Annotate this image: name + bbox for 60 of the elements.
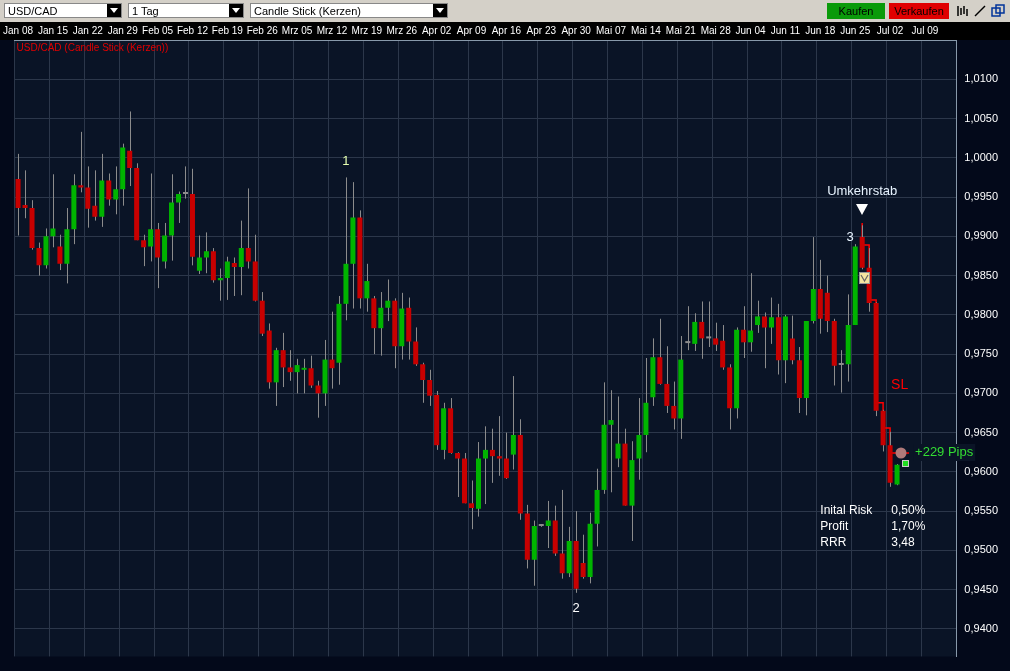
x-tick-label: Jan 22	[72, 24, 104, 36]
annotation: Umkehrstab	[827, 182, 898, 198]
annotation: 1,70%	[891, 518, 926, 533]
y-tick-label: 0,9800	[964, 307, 999, 320]
annotation: 0,50%	[891, 502, 926, 517]
annotation: Profit	[820, 518, 850, 533]
chart-title: USD/CAD (Candle Stick (Kerzen))	[16, 41, 169, 53]
y-tick-label: 0,9700	[964, 386, 999, 399]
x-tick-label: Jun 04	[735, 24, 767, 36]
text: 1 Tag	[128, 3, 244, 18]
x-tick-label: Apr 02	[421, 24, 452, 36]
annotation: +229 Pips	[915, 443, 974, 459]
y-tick-label: 0,9950	[964, 190, 999, 203]
y-tick-label: 0,9550	[964, 504, 999, 517]
y-tick-label: 0,9450	[964, 582, 999, 595]
y-tick-label: 0,9500	[964, 543, 999, 556]
y-tick-label: 1,0000	[964, 150, 999, 163]
x-tick-label: Jan 29	[107, 24, 139, 36]
x-tick-label: Mai 14	[630, 24, 662, 36]
x-tick-label: Feb 12	[176, 24, 209, 36]
annotation: 3	[846, 228, 854, 244]
text: Candle Stick (Kerzen)	[250, 3, 448, 18]
y-tick-label: 0,9650	[964, 425, 999, 438]
x-tick-label: Apr 09	[456, 24, 487, 36]
text: Kaufen	[827, 3, 885, 19]
x-tick-label: Mai 28	[700, 24, 732, 36]
text: USD/CAD	[4, 3, 122, 18]
x-tick-label: Feb 26	[246, 24, 279, 36]
x-tick-label: Feb 05	[142, 24, 174, 36]
x-tick-label: Jan 08	[3, 24, 34, 36]
text: Verkaufen	[889, 3, 949, 19]
y-tick-label: 0,9850	[964, 268, 999, 281]
x-tick-label: Mai 07	[596, 24, 627, 36]
annotation: RRR	[820, 534, 847, 549]
x-tick-label: Apr 16	[491, 24, 522, 36]
annotation: 2	[572, 600, 580, 616]
x-tick-label: Jun 25	[840, 24, 871, 36]
x-tick-label: Mrz 19	[351, 24, 383, 36]
y-tick-label: 0,9900	[964, 229, 999, 242]
x-tick-label: Jul 09	[911, 24, 939, 36]
x-tick-label: Jun 18	[805, 24, 836, 36]
x-tick-label: Mrz 26	[386, 24, 418, 36]
y-tick-label: 1,0100	[964, 72, 999, 85]
annotation: Inital Risk	[820, 502, 874, 517]
y-tick-label: 0,9750	[964, 347, 999, 360]
x-tick-label: Jul 02	[876, 24, 904, 36]
x-tick-label: Apr 30	[561, 24, 592, 36]
x-tick-label: Mrz 12	[316, 24, 348, 36]
annotation: 3,48	[891, 534, 916, 549]
x-tick-label: Jan 15	[37, 24, 69, 36]
series-label: SL	[891, 375, 909, 392]
y-tick-label: 1,0050	[964, 111, 999, 124]
x-tick-label: Mai 21	[665, 24, 697, 36]
x-tick-label: Apr 23	[526, 24, 557, 36]
y-tick-label: 0,9600	[964, 464, 999, 477]
y-tick-label: 0,9400	[964, 621, 999, 634]
annotation: 1	[342, 152, 350, 168]
x-tick-label: Feb 19	[211, 24, 244, 36]
x-tick-label: Jun 11	[770, 24, 801, 36]
x-tick-label: Mrz 05	[281, 24, 313, 36]
